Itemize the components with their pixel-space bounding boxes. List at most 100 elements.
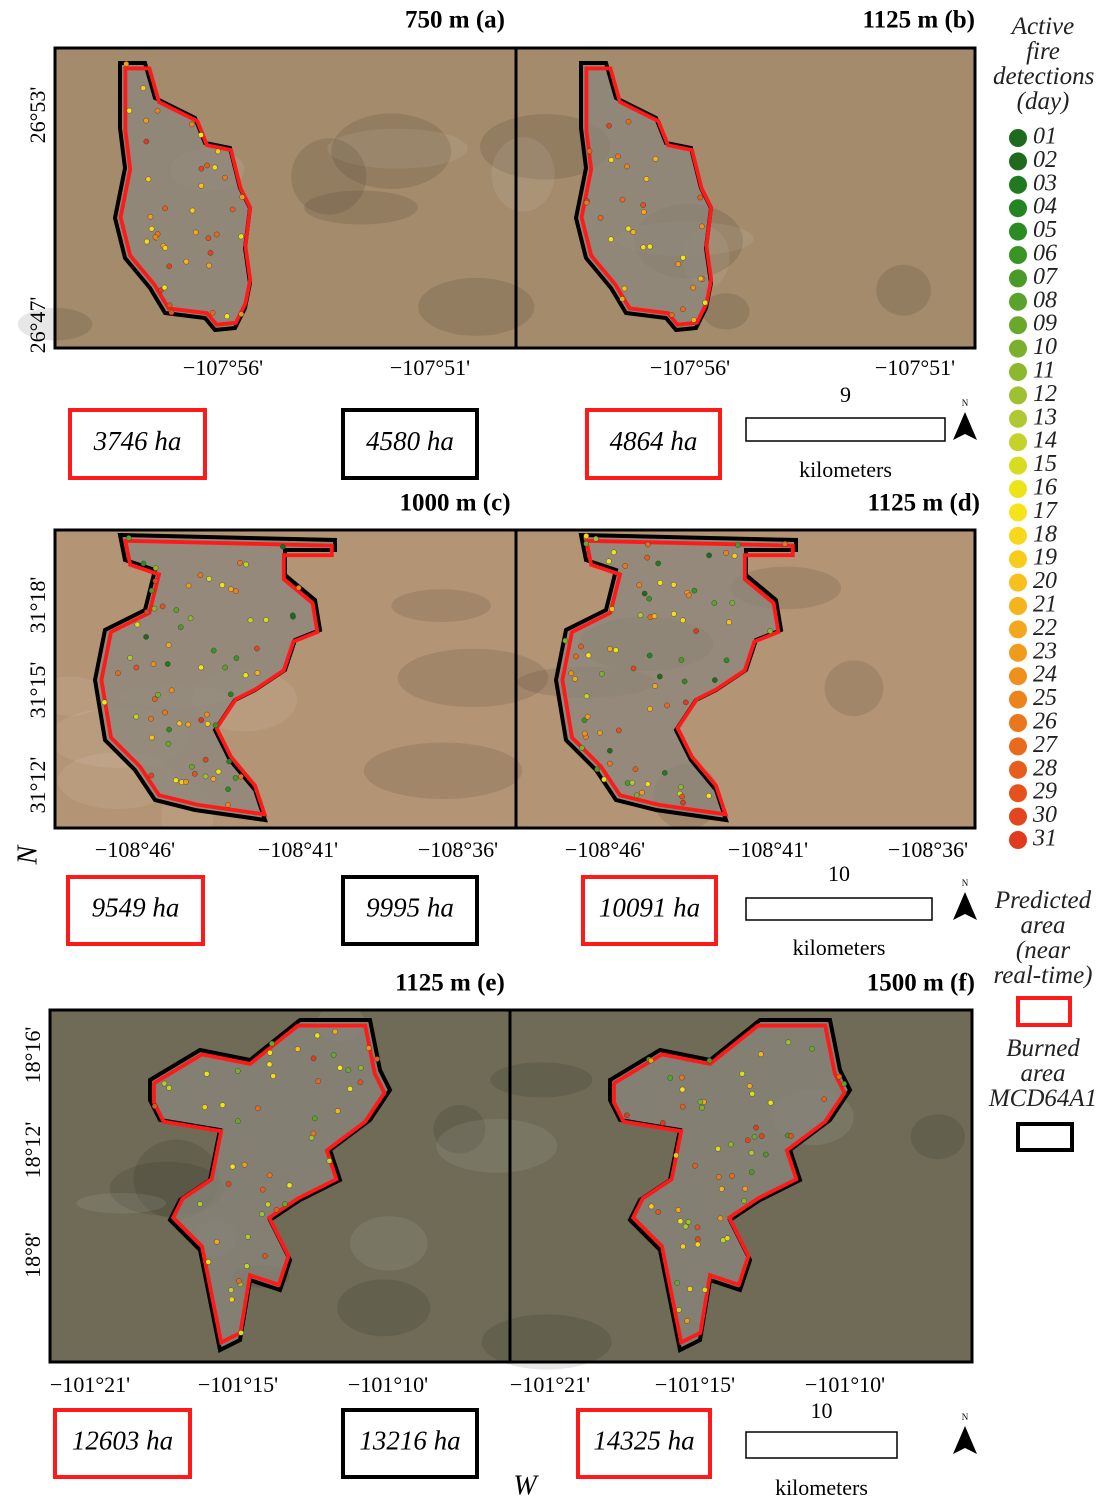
figure: 750 m (a)1125 m (b)26°53'26°47'−107°56'−… — [0, 0, 1115, 1504]
fire-detection-dot — [202, 1105, 207, 1110]
north-label: N — [962, 878, 969, 888]
legend-swatch — [1009, 761, 1027, 779]
fire-detection-dot — [260, 1187, 265, 1192]
fire-detection-dot — [189, 764, 194, 769]
fire-detection-dot — [782, 541, 787, 546]
fire-detection-dot — [199, 183, 204, 188]
fire-detection-dot — [664, 703, 669, 708]
fire-detection-dot — [225, 787, 230, 792]
fire-detection-dot — [680, 800, 685, 805]
fire-detection-dot — [633, 767, 638, 772]
fire-detection-dot — [657, 674, 662, 679]
fire-detection-dot — [173, 778, 178, 783]
area-label: 4864 ha — [610, 426, 698, 456]
fire-detection-dot — [573, 654, 578, 659]
fire-detection-dot — [572, 676, 577, 681]
latitude-label: 26°53' — [25, 87, 50, 144]
fire-detection-dot — [707, 1058, 712, 1063]
legend-swatch — [1009, 293, 1027, 311]
fire-detection-dot — [214, 232, 219, 237]
legend-label: 31 — [1032, 826, 1057, 852]
fire-detection-dot — [296, 585, 301, 590]
legend-swatch — [1009, 316, 1027, 334]
fire-detection-dot — [676, 1207, 681, 1212]
map-figure: 750 m (a)1125 m (b)26°53'26°47'−107°56'−… — [0, 0, 1115, 1504]
north-label: N — [962, 398, 969, 408]
fire-detection-dot — [267, 1050, 272, 1055]
fire-detection-dot — [144, 139, 149, 144]
fire-detection-dot — [271, 1073, 276, 1078]
fire-detection-dot — [671, 582, 676, 587]
fire-detection-dot — [235, 1119, 240, 1124]
fire-detection-dot — [134, 714, 139, 719]
longitude-label: −108°36' — [888, 837, 968, 862]
terrain-shade — [304, 191, 418, 225]
fire-detection-dot — [653, 156, 658, 161]
legend-swatch — [1009, 737, 1027, 755]
legend-swatch — [1009, 129, 1027, 147]
legend-label: 04 — [1033, 194, 1057, 220]
fire-detection-dot — [752, 1134, 757, 1139]
fire-detection-dot — [331, 1052, 336, 1057]
longitude-label: −108°46' — [565, 837, 645, 862]
fire-detection-dot — [206, 236, 211, 241]
fire-detection-dot — [155, 108, 160, 113]
fire-detection-dot — [223, 665, 228, 670]
fire-detection-dot — [204, 1071, 209, 1076]
area-label: 4580 ha — [366, 426, 454, 456]
scale-value: 10 — [811, 1398, 833, 1423]
fire-detection-dot — [204, 712, 209, 717]
fire-detection-dot — [239, 311, 244, 316]
fire-detection-dot — [290, 613, 295, 618]
fire-detection-dot — [620, 197, 625, 202]
legend-swatch — [1009, 550, 1027, 568]
fire-detection-dot — [235, 1068, 240, 1073]
fire-detection-dot — [569, 671, 574, 676]
fire-detection-dot — [586, 653, 591, 658]
fire-detection-dot — [135, 622, 140, 627]
fire-detection-dot — [680, 1087, 685, 1092]
latitude-label: 31°12' — [25, 757, 50, 814]
fire-detection-dot — [228, 1288, 233, 1293]
fire-detection-dot — [259, 1212, 264, 1217]
fire-detection-dot — [584, 200, 589, 205]
fire-detection-dot — [186, 722, 191, 727]
fire-detection-dot — [197, 1201, 202, 1206]
fire-detection-dot — [243, 673, 248, 678]
legend-label: 17 — [1033, 498, 1058, 524]
fire-detection-dot — [647, 706, 652, 711]
fire-detection-dot — [645, 781, 650, 786]
fire-detection-dot — [203, 774, 208, 779]
longitude-label: −101°21' — [50, 1372, 130, 1397]
fire-detection-dot — [282, 1201, 287, 1206]
fire-detection-dot — [719, 1186, 724, 1191]
legend-label: 24 — [1033, 662, 1057, 688]
fire-detection-dot — [215, 149, 220, 154]
legend-swatch — [1009, 269, 1027, 287]
fire-detection-dot — [233, 589, 238, 594]
panel-title: 1500 m (f) — [867, 970, 975, 997]
legend-label: 12 — [1033, 381, 1057, 407]
fire-detection-dot — [188, 616, 193, 621]
fire-detection-dot — [692, 588, 697, 593]
fire-detection-dot — [642, 591, 647, 596]
area-label: 10091 ha — [599, 893, 700, 923]
fire-detection-dot — [163, 245, 168, 250]
fire-detection-dot — [656, 561, 661, 566]
fire-detection-dot — [346, 1068, 351, 1073]
fire-detection-dot — [230, 1164, 235, 1169]
fire-detection-dot — [584, 533, 589, 538]
fire-detection-dot — [652, 683, 657, 688]
longitude-label: −108°36' — [418, 837, 498, 862]
fire-detection-dot — [649, 1204, 654, 1209]
fire-detection-dot — [162, 285, 167, 290]
scale-value: 10 — [828, 861, 850, 886]
fire-detection-dot — [615, 154, 620, 159]
fire-detection-dot — [706, 793, 711, 798]
legend-label: 18 — [1033, 521, 1057, 547]
fire-detection-dot — [611, 550, 616, 555]
fire-detection-dot — [680, 1104, 685, 1109]
fire-detection-dot — [263, 617, 268, 622]
fire-detection-dot — [238, 774, 243, 779]
scale-unit: kilometers — [793, 935, 886, 960]
